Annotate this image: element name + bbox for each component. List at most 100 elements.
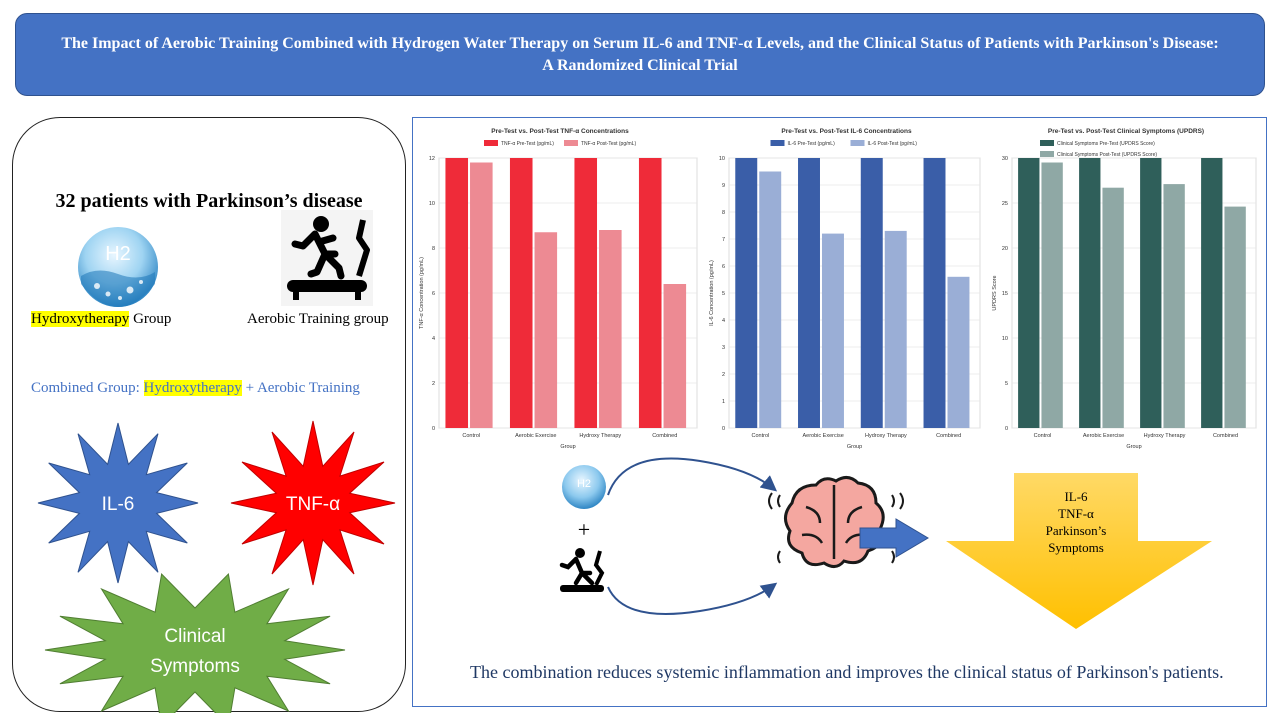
bar (884, 230, 907, 428)
upper-curved-arrow (607, 457, 778, 496)
hydroxytherapy-group-label: Hydroxytherapy Group (31, 311, 171, 328)
lower-curved-arrow (607, 582, 778, 615)
y-axis-label: UPDRS Score (992, 275, 998, 310)
bar (759, 171, 782, 428)
legend-label: Clinical Symptoms Post-Test (UPDRS Score… (1057, 152, 1157, 158)
x-tick-label: Control (462, 433, 480, 439)
legend-swatch (850, 140, 865, 146)
bar (798, 158, 820, 428)
y-tick-label: 25 (1002, 201, 1008, 207)
bar (1201, 158, 1223, 428)
bar (534, 232, 558, 428)
bar (1140, 158, 1162, 428)
bar (663, 284, 687, 428)
clinical-star-label-1: Clinical (164, 626, 225, 647)
bar (445, 158, 469, 428)
brain-icon (768, 476, 904, 568)
bar (574, 158, 598, 428)
chart-title: Pre-Test vs. Post-Test TNF-α Concentrati… (491, 128, 629, 135)
outcome-line-2: TNF-α (1058, 506, 1094, 521)
y-tick-label: 6 (722, 264, 725, 270)
small-treadmill-icon (559, 548, 605, 592)
x-tick-label: Combined (936, 433, 961, 439)
plus-sign: + (578, 517, 590, 542)
h2-label: H2 (105, 243, 131, 265)
bar (1041, 162, 1063, 428)
bar (821, 233, 844, 428)
y-tick-label: 3 (722, 345, 725, 351)
legend-label: Clinical Symptoms Pre-Test (UPDRS Score) (1057, 141, 1155, 147)
bar (1102, 187, 1124, 428)
patients-heading: 32 patients with Parkinson’s disease (55, 190, 363, 212)
y-tick-label: 5 (1005, 381, 1008, 387)
study-groups-panel: 32 patients with Parkinson’s disease H2 … (12, 117, 406, 713)
small-hydrogen-icon (562, 465, 606, 509)
y-tick-label: 10 (1002, 336, 1008, 342)
tnf-star (230, 420, 396, 586)
il6-chart: Pre-Test vs. Post-Test IL-6 Concentratio… (709, 128, 981, 450)
y-tick-label: 0 (432, 426, 435, 432)
conclusion-text: The combination reduces systemic inflamm… (470, 662, 1224, 682)
bar (470, 162, 493, 428)
y-tick-label: 8 (432, 246, 435, 252)
combined-prefix: Combined Group: (31, 380, 144, 396)
il6-star (37, 422, 199, 584)
combined-highlight: Hydroxytherapy (143, 380, 242, 396)
bar (509, 158, 533, 428)
legend-swatch (1040, 151, 1054, 157)
bar (1163, 184, 1185, 428)
y-tick-label: 2 (722, 372, 725, 378)
chart-title: Pre-Test vs. Post-Test Clinical Symptoms… (1048, 128, 1204, 135)
bar (599, 230, 622, 428)
hydrogen-water-icon: H2 (78, 227, 158, 308)
il6-star-label: IL-6 (102, 494, 135, 515)
page-title: The Impact of Aerobic Training Combined … (61, 34, 1219, 74)
group-suffix: Group (129, 311, 172, 327)
clinical-symptoms-star (44, 572, 346, 713)
y-axis-label: TNF-α Concentration (pg/mL) (419, 257, 425, 329)
y-tick-label: 10 (429, 201, 435, 207)
tnf-alpha-chart: Pre-Test vs. Post-Test TNF-α Concentrati… (419, 128, 698, 450)
y-tick-label: 8 (722, 210, 725, 216)
legend-swatch (564, 140, 578, 146)
y-tick-label: 10 (719, 156, 725, 162)
hydroxytherapy-highlight: Hydroxytherapy (31, 311, 130, 327)
combined-suffix: + Aerobic Training (241, 380, 360, 396)
y-tick-label: 15 (1002, 291, 1008, 297)
x-axis-label: Group (560, 444, 575, 450)
small-h2-label: H2 (577, 478, 591, 490)
x-tick-label: Hydroxy Therapy (1144, 433, 1186, 439)
bar (860, 158, 883, 428)
tnf-star-label: TNF-α (286, 494, 340, 515)
bar (1018, 158, 1040, 428)
y-tick-label: 20 (1002, 246, 1008, 252)
chart-title: Pre-Test vs. Post-Test IL-6 Concentratio… (781, 128, 912, 135)
y-tick-label: 9 (722, 183, 725, 189)
legend-label: TNF-α Post-Test (pg/mL) (581, 141, 636, 147)
legend-swatch (484, 140, 498, 146)
y-tick-label: 30 (1002, 156, 1008, 162)
x-axis-label: Group (847, 444, 862, 450)
aerobic-training-group-label: Aerobic Training group (247, 311, 389, 327)
outcome-line-1: IL-6 (1064, 489, 1088, 504)
outcome-down-arrow: IL-6 TNF-α Parkinson’s Symptoms (946, 473, 1212, 629)
x-tick-label: Aerobic Exercise (802, 433, 843, 439)
y-tick-label: 6 (432, 291, 435, 297)
y-tick-label: 5 (722, 291, 725, 297)
y-tick-label: 2 (432, 381, 435, 387)
treadmill-runner-icon (281, 210, 373, 306)
x-tick-label: Aerobic Exercise (1083, 433, 1124, 439)
outcome-line-4: Symptoms (1048, 540, 1104, 555)
bar (735, 158, 758, 428)
outcome-line-3: Parkinson’s (1046, 523, 1107, 538)
y-tick-label: 0 (722, 426, 725, 432)
x-tick-label: Hydroxy Therapy (865, 433, 907, 439)
x-tick-label: Hydroxy Therapy (579, 433, 621, 439)
y-tick-label: 0 (1005, 426, 1008, 432)
bar (1224, 206, 1246, 428)
title-banner: The Impact of Aerobic Training Combined … (15, 13, 1265, 96)
legend-label: TNF-α Pre-Test (pg/mL) (501, 141, 554, 147)
x-tick-label: Combined (652, 433, 677, 439)
x-tick-label: Control (752, 433, 770, 439)
x-tick-label: Combined (1213, 433, 1238, 439)
